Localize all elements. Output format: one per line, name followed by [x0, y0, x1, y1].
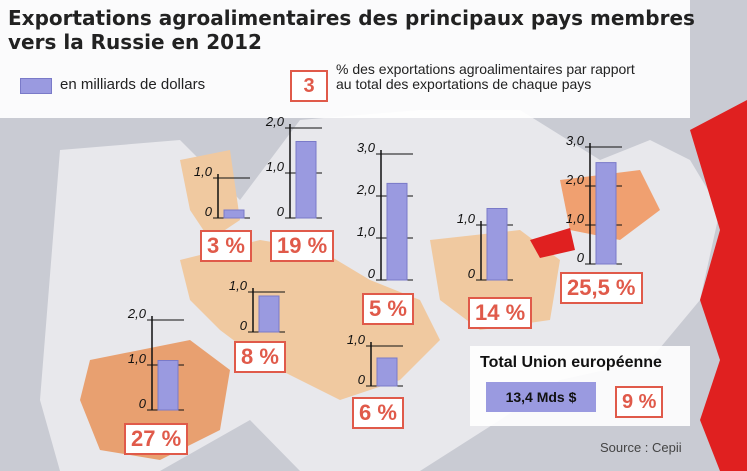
- legend-pct-swatch: 3: [290, 70, 328, 102]
- tick-label: 1,0: [347, 332, 366, 347]
- legend-pct-label: % des exportations agroalimentaires par …: [336, 61, 635, 92]
- source-note: Source : Cepii: [600, 440, 682, 455]
- tick-label: 1,0: [229, 278, 248, 293]
- tick-label: 0: [205, 204, 213, 219]
- bar-1: [295, 141, 317, 219]
- bar-7: [376, 357, 398, 387]
- pct-label-5: 8 %: [234, 341, 286, 373]
- pct-label-3: 14 %: [468, 297, 533, 329]
- chart-title: Exportations agroalimentaires des princi…: [8, 6, 695, 54]
- bar-4: [595, 162, 617, 265]
- bar-2: [386, 182, 408, 281]
- total-label: Total Union européenne: [480, 354, 662, 371]
- tick-label: 3,0: [566, 133, 585, 148]
- tick-label: 0: [139, 396, 147, 411]
- tick-label: 1,0: [457, 211, 476, 226]
- tick-label: 2,0: [127, 306, 147, 321]
- pct-label-6: 27 %: [124, 423, 189, 455]
- tick-label: 0: [468, 266, 476, 281]
- pct-label-4: 25,5 %: [560, 272, 643, 304]
- tick-label: 2,0: [565, 172, 585, 187]
- tick-label: 2,0: [356, 182, 376, 197]
- bar-3: [486, 208, 508, 281]
- tick-label: 1,0: [357, 224, 376, 239]
- tick-label: 0: [368, 266, 376, 281]
- tick-label: 0: [240, 318, 248, 333]
- tick-label: 1,0: [566, 211, 585, 226]
- tick-label: 0: [577, 250, 585, 265]
- pct-label-1: 19 %: [270, 230, 335, 262]
- pct-label-0: 3 %: [200, 230, 252, 262]
- bar-6: [157, 360, 179, 411]
- tick-label: 2,0: [265, 114, 285, 129]
- total-value: 13,4 Mds $: [486, 382, 596, 412]
- tick-label: 1,0: [128, 351, 147, 366]
- bar-0: [223, 209, 245, 219]
- bar-5: [258, 295, 280, 333]
- tick-label: 3,0: [357, 140, 376, 155]
- legend-bar-swatch: [20, 78, 52, 94]
- pct-label-2: 5 %: [362, 293, 414, 325]
- tick-label: 0: [358, 372, 366, 387]
- tick-label: 1,0: [194, 164, 213, 179]
- tick-label: 0: [277, 204, 285, 219]
- tick-label: 1,0: [266, 159, 285, 174]
- legend-bar-label: en milliards de dollars: [60, 76, 206, 93]
- total-pct: 9 %: [615, 386, 664, 418]
- pct-label-7: 6 %: [352, 397, 404, 429]
